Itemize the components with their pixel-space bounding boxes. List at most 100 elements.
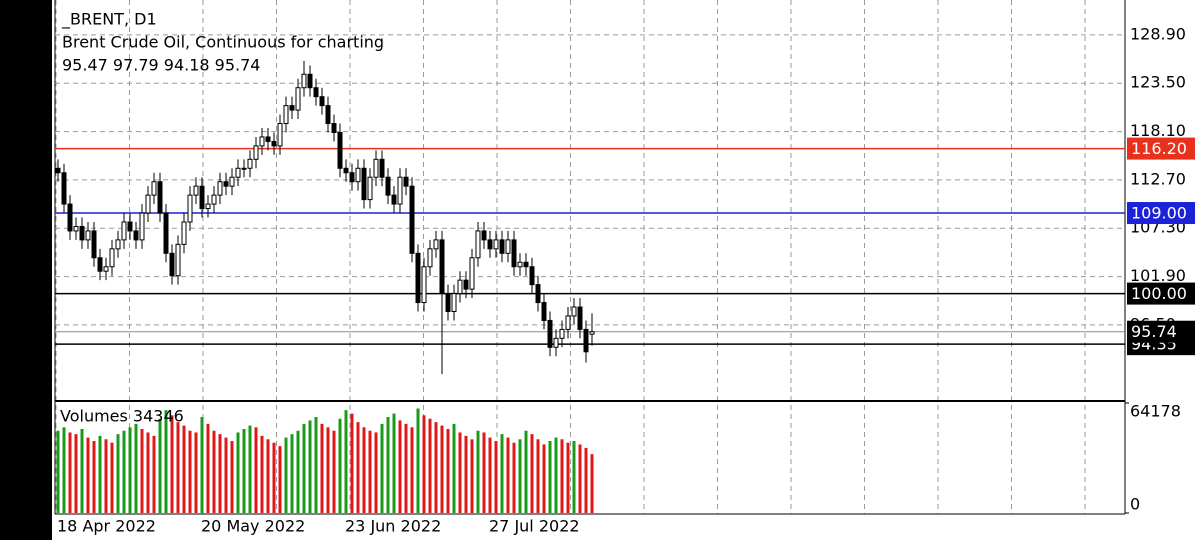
volume-bar (548, 441, 552, 513)
volume-bar (266, 439, 270, 513)
candle-body (91, 230, 97, 259)
candle-body (355, 167, 361, 183)
candle-body (529, 266, 535, 286)
candle-body (187, 194, 193, 223)
volume-bar (92, 441, 96, 513)
candle-body (205, 203, 211, 210)
candle-body (511, 239, 517, 268)
candle-body (211, 194, 217, 205)
volume-bar (188, 430, 192, 513)
candle-body (457, 279, 463, 295)
volume-bar (320, 423, 324, 513)
level-label: 116.20 (1131, 139, 1187, 158)
candle-body (415, 252, 421, 304)
candle-body (277, 123, 283, 147)
candle-body (409, 185, 415, 254)
candle-body (301, 73, 307, 89)
x-tick-label: 27 Jul 2022 (489, 517, 580, 536)
volume-bar (176, 422, 180, 513)
volume-bar (62, 427, 66, 513)
current-price-label: 95.74 (1131, 322, 1177, 341)
volume-bar (170, 415, 174, 513)
volume-bar (524, 430, 528, 513)
candle-body (361, 167, 367, 201)
candle-body (235, 167, 241, 178)
volume-bar (518, 439, 522, 513)
candle-body (421, 266, 427, 304)
candle-body (583, 328, 589, 353)
candle-body (367, 176, 373, 201)
volume-bar (362, 427, 366, 513)
volume-bar (566, 442, 570, 513)
volume-bar (326, 427, 330, 513)
candle-body (295, 87, 301, 111)
volume-bar (470, 439, 474, 513)
volume-bar (506, 437, 510, 513)
volume-bar (236, 432, 240, 513)
candle-body (259, 136, 265, 147)
volume-bar (212, 430, 216, 513)
x-tick-label: 18 Apr 2022 (57, 517, 156, 536)
candle-body (79, 225, 85, 241)
vertical-grid (55, 0, 1086, 514)
left-edge (0, 0, 52, 540)
candle-body (541, 302, 547, 321)
volume-bar (398, 420, 402, 513)
volume-bar (296, 430, 300, 513)
y-tick-label: 118.10 (1130, 121, 1186, 140)
candle-body (487, 239, 493, 250)
volume-bar (560, 439, 564, 513)
volume-bar (260, 435, 264, 513)
level-box (1127, 282, 1195, 305)
candle-body (139, 212, 145, 241)
x-tick-label: 23 Jun 2022 (345, 517, 441, 536)
candle-body (307, 73, 313, 89)
current-price-box (1127, 320, 1195, 343)
volume-bar (434, 422, 438, 513)
volume-bar (332, 430, 336, 513)
candle-body (241, 167, 247, 170)
y-tick-label: 64178 (1130, 402, 1181, 421)
candle-body (325, 105, 331, 125)
volume-bar (368, 430, 372, 513)
candle-body (181, 221, 187, 245)
candle-body (373, 158, 379, 178)
candle-body (403, 176, 409, 187)
candle-body (157, 181, 163, 214)
volume-bar (338, 418, 342, 513)
candle-body (283, 105, 289, 125)
candle-body (553, 337, 559, 348)
candle-body (265, 136, 271, 142)
candle-body (481, 230, 487, 241)
candle-body (445, 293, 451, 312)
volume-bar (590, 454, 594, 513)
volume-bar (116, 434, 120, 513)
volume-bar (98, 435, 102, 513)
candle-body (469, 257, 475, 290)
volume-bar (404, 423, 408, 513)
volume-bar (164, 410, 168, 513)
volume-bar (152, 435, 156, 513)
candle-body (565, 315, 571, 330)
volume-bar (242, 429, 246, 513)
volume-bar (122, 430, 126, 513)
volume-bar (386, 417, 390, 513)
volume-bar (410, 427, 414, 513)
volume-bar (248, 425, 252, 513)
volume-bar (458, 432, 462, 513)
candle-body (253, 145, 259, 160)
candle-body (559, 328, 565, 339)
candle-body (385, 176, 391, 196)
volume-bar (218, 434, 222, 513)
candle-body (499, 239, 505, 254)
volume-bar (68, 432, 72, 513)
candle-body (229, 176, 235, 187)
symbol-subtitle: Brent Crude Oil, Continuous for charting (62, 33, 384, 52)
candle-body (73, 225, 79, 232)
candle-body (85, 230, 91, 241)
volume-bar (530, 434, 534, 513)
volume-bar (284, 437, 288, 513)
level-box (1127, 137, 1195, 160)
y-tick-label: 123.50 (1130, 73, 1186, 92)
candle-body (115, 239, 121, 250)
